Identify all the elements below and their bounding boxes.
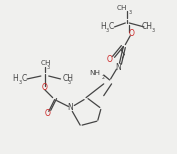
Text: N: N xyxy=(116,63,121,72)
Text: CH: CH xyxy=(117,5,127,11)
Text: C: C xyxy=(109,22,114,31)
Text: 3: 3 xyxy=(106,28,109,33)
Text: CH: CH xyxy=(62,75,73,83)
Text: O: O xyxy=(107,55,113,64)
Text: 3: 3 xyxy=(151,28,154,33)
Text: 2: 2 xyxy=(101,75,104,80)
Text: 3: 3 xyxy=(19,80,22,85)
Text: NH: NH xyxy=(89,70,100,76)
Text: O: O xyxy=(42,83,48,92)
Text: O: O xyxy=(128,29,134,38)
Text: CH: CH xyxy=(141,22,152,31)
Text: 3: 3 xyxy=(129,10,132,15)
Text: H: H xyxy=(13,75,18,83)
Text: O: O xyxy=(45,109,51,118)
Text: CH: CH xyxy=(41,60,51,66)
Text: H: H xyxy=(100,22,106,31)
Text: 3: 3 xyxy=(46,65,49,70)
Text: C: C xyxy=(22,75,27,83)
Text: 3: 3 xyxy=(68,80,71,85)
Text: N: N xyxy=(67,103,73,112)
